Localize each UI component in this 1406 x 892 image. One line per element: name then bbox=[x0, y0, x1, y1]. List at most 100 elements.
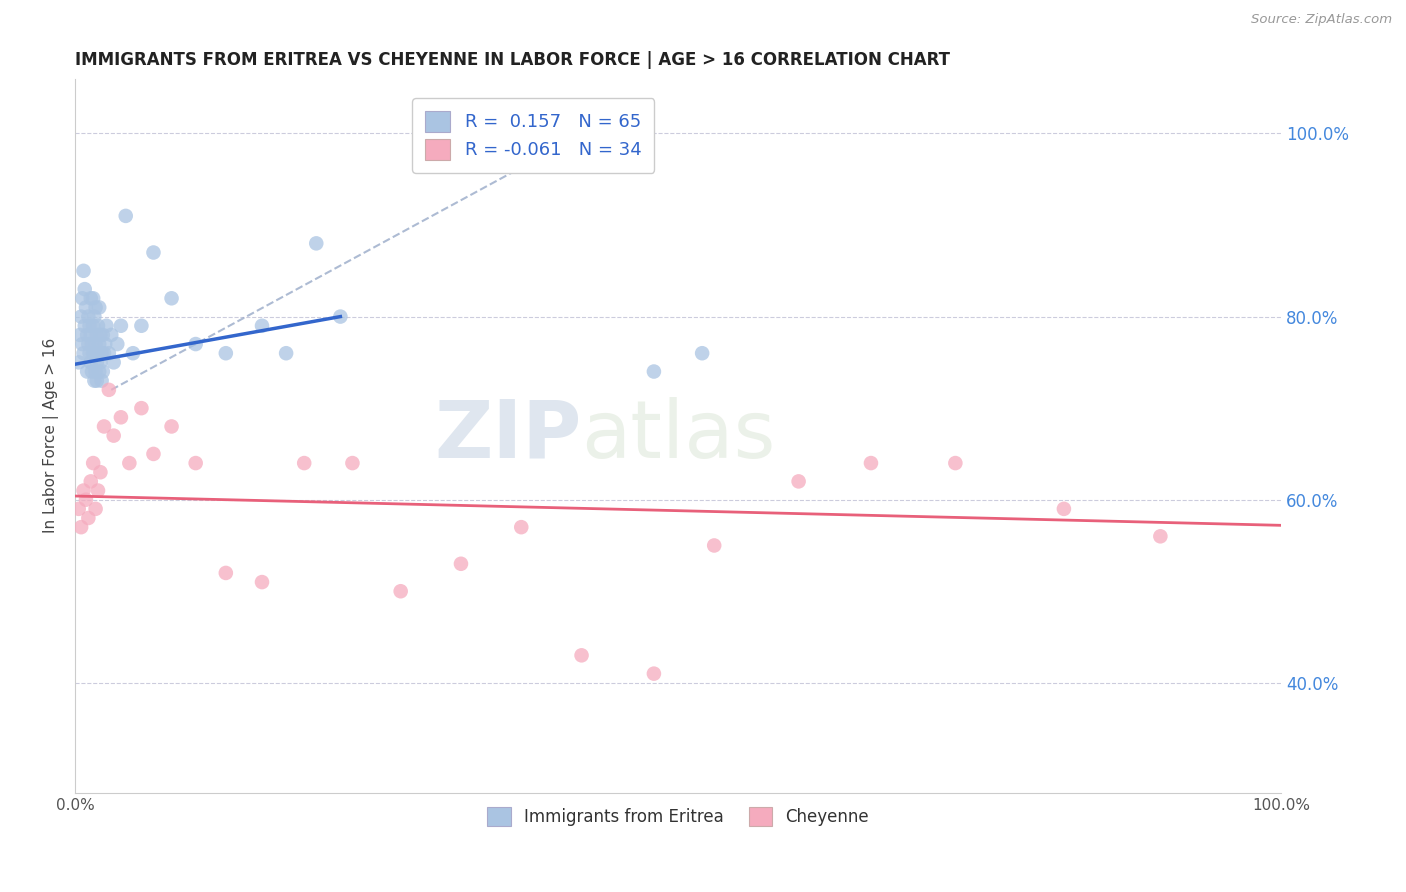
Point bbox=[89, 465, 111, 479]
Point bbox=[87, 346, 110, 360]
Point bbox=[82, 318, 104, 333]
Point bbox=[1053, 501, 1076, 516]
Point bbox=[87, 318, 110, 333]
Point bbox=[70, 310, 93, 324]
Text: IMMIGRANTS FROM ERITREA VS CHEYENNE IN LABOR FORCE | AGE > 16 CORRELATION CHART: IMMIGRANTS FROM ERITREA VS CHEYENNE IN L… bbox=[75, 51, 950, 69]
Point bbox=[450, 557, 472, 571]
Y-axis label: In Labor Force | Age > 16: In Labor Force | Age > 16 bbox=[44, 338, 59, 533]
Point bbox=[73, 318, 96, 333]
Point bbox=[86, 355, 108, 369]
Point bbox=[110, 410, 132, 425]
Point bbox=[274, 346, 297, 360]
Point bbox=[90, 374, 112, 388]
Point bbox=[80, 337, 103, 351]
Point bbox=[91, 365, 114, 379]
Point bbox=[142, 245, 165, 260]
Point bbox=[342, 456, 364, 470]
Point bbox=[69, 327, 91, 342]
Point bbox=[292, 456, 315, 470]
Text: ZIP: ZIP bbox=[434, 397, 582, 475]
Point bbox=[184, 337, 207, 351]
Point bbox=[80, 327, 103, 342]
Point bbox=[859, 456, 882, 470]
Point bbox=[100, 327, 122, 342]
Point bbox=[75, 492, 97, 507]
Point bbox=[86, 374, 108, 388]
Point bbox=[389, 584, 412, 599]
Point bbox=[84, 365, 107, 379]
Point bbox=[87, 483, 110, 498]
Point bbox=[131, 401, 153, 416]
Point bbox=[114, 209, 136, 223]
Point bbox=[80, 475, 103, 489]
Point bbox=[103, 428, 125, 442]
Point bbox=[184, 456, 207, 470]
Point bbox=[160, 419, 183, 434]
Legend: Immigrants from Eritrea, Cheyenne: Immigrants from Eritrea, Cheyenne bbox=[479, 798, 877, 834]
Point bbox=[94, 337, 117, 351]
Point bbox=[80, 365, 103, 379]
Point bbox=[89, 337, 111, 351]
Point bbox=[510, 520, 533, 534]
Point bbox=[89, 365, 111, 379]
Point bbox=[72, 337, 94, 351]
Point bbox=[82, 456, 104, 470]
Point bbox=[643, 666, 665, 681]
Point bbox=[72, 483, 94, 498]
Point bbox=[73, 282, 96, 296]
Point bbox=[83, 346, 105, 360]
Point bbox=[91, 327, 114, 342]
Point bbox=[80, 355, 103, 369]
Point bbox=[80, 291, 103, 305]
Point bbox=[943, 456, 966, 470]
Point bbox=[329, 310, 352, 324]
Point bbox=[79, 318, 101, 333]
Point bbox=[82, 346, 104, 360]
Point bbox=[690, 346, 713, 360]
Point bbox=[142, 447, 165, 461]
Point bbox=[643, 365, 665, 379]
Point bbox=[90, 346, 112, 360]
Point bbox=[250, 575, 273, 590]
Point bbox=[82, 291, 104, 305]
Point bbox=[72, 346, 94, 360]
Point bbox=[215, 346, 238, 360]
Point bbox=[131, 318, 153, 333]
Point bbox=[105, 337, 128, 351]
Point bbox=[84, 337, 107, 351]
Point bbox=[787, 475, 810, 489]
Point bbox=[89, 327, 111, 342]
Point bbox=[76, 365, 98, 379]
Point bbox=[70, 520, 93, 534]
Point bbox=[77, 511, 100, 525]
Point bbox=[305, 236, 328, 251]
Point bbox=[72, 291, 94, 305]
Point bbox=[84, 501, 107, 516]
Point bbox=[571, 648, 593, 663]
Point bbox=[72, 264, 94, 278]
Point bbox=[103, 355, 125, 369]
Point bbox=[97, 383, 120, 397]
Point bbox=[76, 327, 98, 342]
Point bbox=[89, 355, 111, 369]
Point bbox=[118, 456, 141, 470]
Point bbox=[250, 318, 273, 333]
Text: atlas: atlas bbox=[582, 397, 776, 475]
Point bbox=[79, 346, 101, 360]
Point bbox=[86, 327, 108, 342]
Point bbox=[93, 346, 115, 360]
Point bbox=[122, 346, 145, 360]
Point bbox=[83, 374, 105, 388]
Point bbox=[160, 291, 183, 305]
Point bbox=[83, 310, 105, 324]
Point bbox=[89, 301, 111, 315]
Point bbox=[77, 337, 100, 351]
Text: Source: ZipAtlas.com: Source: ZipAtlas.com bbox=[1251, 13, 1392, 27]
Point bbox=[215, 566, 238, 580]
Point bbox=[84, 301, 107, 315]
Point bbox=[110, 318, 132, 333]
Point bbox=[1149, 529, 1171, 543]
Point bbox=[67, 501, 90, 516]
Point bbox=[93, 419, 115, 434]
Point bbox=[703, 539, 725, 553]
